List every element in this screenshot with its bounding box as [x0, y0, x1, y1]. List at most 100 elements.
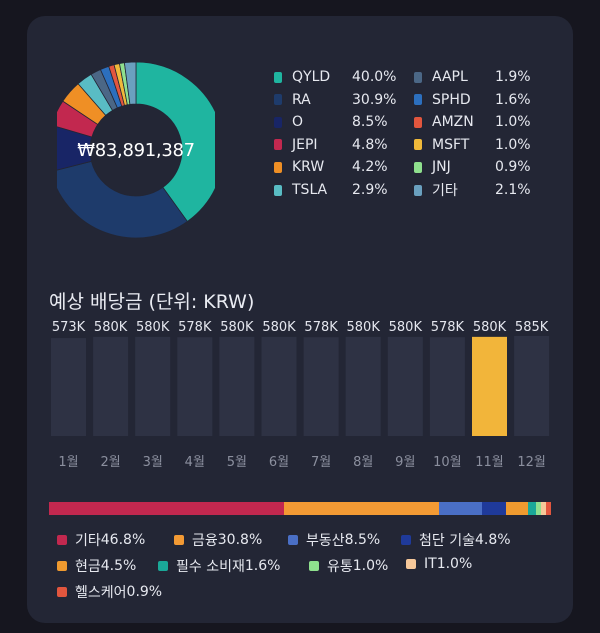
legend-swatch — [274, 71, 282, 83]
donut-slice-12[interactable] — [123, 61, 137, 105]
month-tick-label: 7월 — [311, 455, 331, 470]
sector-swatch — [57, 587, 67, 597]
sector-legend-item-3[interactable]: 부동산 8.5% — [288, 530, 380, 550]
sector-legend-item-8[interactable]: IT 1.0% — [406, 556, 472, 572]
legend-item-8[interactable]: SPHD — [414, 90, 471, 110]
sector-name: 필수 소비재 — [176, 559, 245, 575]
legend-label: O — [292, 114, 304, 131]
sector-percent: 1.0% — [436, 556, 473, 572]
legend-label: KRW — [292, 159, 325, 176]
sector-segment-4[interactable] — [481, 502, 506, 515]
dividend-bar-9[interactable] — [387, 336, 423, 436]
legend-percent: 4.8% — [352, 136, 388, 153]
dividend-bar-8[interactable] — [345, 336, 381, 436]
dividend-bar-2[interactable] — [93, 336, 129, 436]
legend-item-1[interactable]: QYLD — [274, 67, 330, 87]
legend-label: AMZN — [432, 114, 474, 131]
month-tick-label: 4월 — [185, 455, 205, 470]
sector-swatch — [57, 535, 67, 545]
legend-percent: 0.9% — [495, 159, 531, 176]
legend-item-3[interactable]: O — [274, 112, 303, 132]
total-value: ₩83,891,387 — [77, 139, 195, 161]
sector-legend-item-1[interactable]: 기타 46.8% — [57, 530, 145, 550]
sector-segment-9[interactable] — [546, 502, 551, 515]
sector-segment-3[interactable] — [438, 502, 482, 515]
legend-item-5[interactable]: KRW — [274, 157, 324, 177]
dividend-value-label: 580K — [262, 320, 296, 335]
legend-swatch — [274, 139, 282, 151]
sector-legend-item-9[interactable]: 헬스케어 0.9% — [57, 582, 162, 602]
donut-slice-2[interactable] — [57, 160, 188, 239]
dividend-bar-6[interactable] — [261, 336, 297, 436]
sector-segment-6[interactable] — [528, 502, 537, 515]
sector-segment-8[interactable] — [541, 502, 547, 515]
dividend-bar-5[interactable] — [219, 336, 255, 436]
sector-percent: 46.8% — [100, 532, 146, 548]
dividend-value-label: 580K — [94, 320, 128, 335]
legend-label: AAPL — [432, 69, 468, 85]
legend-label: QYLD — [292, 69, 331, 85]
legend-percent: 8.5% — [352, 114, 388, 131]
donut-slice-1[interactable] — [135, 61, 215, 223]
dividend-value-label: 585K — [515, 320, 549, 335]
sector-swatch — [57, 561, 67, 571]
legend-item-7[interactable]: AAPL — [414, 67, 468, 87]
legend-swatch — [274, 184, 282, 196]
month-tick-label: 11월 — [475, 455, 504, 470]
dividend-bar-12[interactable] — [514, 336, 550, 436]
legend-swatch — [274, 94, 282, 106]
donut-slice-3[interactable] — [57, 125, 93, 172]
dividend-bar-7[interactable] — [303, 337, 339, 436]
sector-segment-7[interactable] — [536, 502, 542, 515]
legend-percent: 4.2% — [352, 159, 388, 176]
sector-legend-item-2[interactable]: 금융 30.8% — [174, 530, 262, 550]
dividend-value-label: 573K — [52, 320, 86, 335]
dividend-bar-10[interactable] — [429, 337, 465, 436]
sector-swatch — [406, 559, 416, 569]
legend-item-2[interactable]: RA — [274, 90, 311, 110]
dividend-bar-4[interactable] — [177, 337, 213, 436]
dividend-value-label: 578K — [304, 320, 338, 335]
sector-segment-5[interactable] — [505, 502, 529, 515]
sector-name: 기타 — [75, 533, 101, 549]
donut-svg — [57, 61, 215, 239]
legend-item-12[interactable]: 기타 — [414, 180, 458, 200]
dividend-bar-11[interactable] — [472, 336, 507, 436]
legend-item-4[interactable]: JEPI — [274, 135, 318, 155]
sector-legend-item-4[interactable]: 첨단 기술 4.8% — [401, 530, 511, 550]
legend-item-9[interactable]: AMZN — [414, 112, 474, 132]
month-tick-label: 1월 — [58, 455, 78, 470]
legend-label: JEPI — [292, 136, 318, 153]
dividend-value-label: 580K — [347, 320, 381, 335]
legend-label: 기타 — [432, 183, 458, 199]
dividend-chart-title: 예상 배당금 (단위: KRW) — [49, 291, 255, 313]
holdings-donut-chart[interactable]: ₩83,891,387 — [57, 61, 215, 239]
portfolio-card — [27, 16, 573, 623]
sector-name: 부동산 — [306, 533, 345, 549]
legend-item-11[interactable]: JNJ — [414, 157, 451, 177]
sector-legend-item-6[interactable]: 필수 소비재 1.6% — [158, 556, 280, 576]
legend-swatch — [274, 161, 282, 173]
legend-item-10[interactable]: MSFT — [414, 135, 469, 155]
dividend-bar-3[interactable] — [135, 336, 171, 436]
legend-percent: 2.9% — [352, 182, 388, 198]
month-tick-label: 2월 — [100, 455, 120, 470]
dividend-bar-1[interactable] — [51, 338, 86, 436]
legend-percent: 1.0% — [495, 114, 531, 131]
sector-percent: 1.6% — [244, 558, 281, 574]
sector-legend-item-5[interactable]: 현금 4.5% — [57, 556, 136, 576]
sector-segment-1[interactable] — [49, 502, 285, 515]
legend-swatch — [414, 71, 422, 83]
sector-segment-2[interactable] — [284, 502, 439, 515]
sector-stacked-bar — [49, 502, 551, 515]
sector-legend-item-7[interactable]: 유통 1.0% — [309, 556, 388, 576]
legend-item-6[interactable]: TSLA — [274, 180, 327, 200]
sector-swatch — [309, 561, 319, 571]
legend-percent: 2.1% — [495, 182, 531, 198]
sector-percent: 8.5% — [344, 532, 381, 548]
month-tick-label: 12월 — [517, 455, 546, 470]
sector-percent: 4.8% — [474, 532, 511, 548]
legend-swatch — [414, 184, 422, 196]
dividend-value-label: 578K — [178, 320, 212, 335]
